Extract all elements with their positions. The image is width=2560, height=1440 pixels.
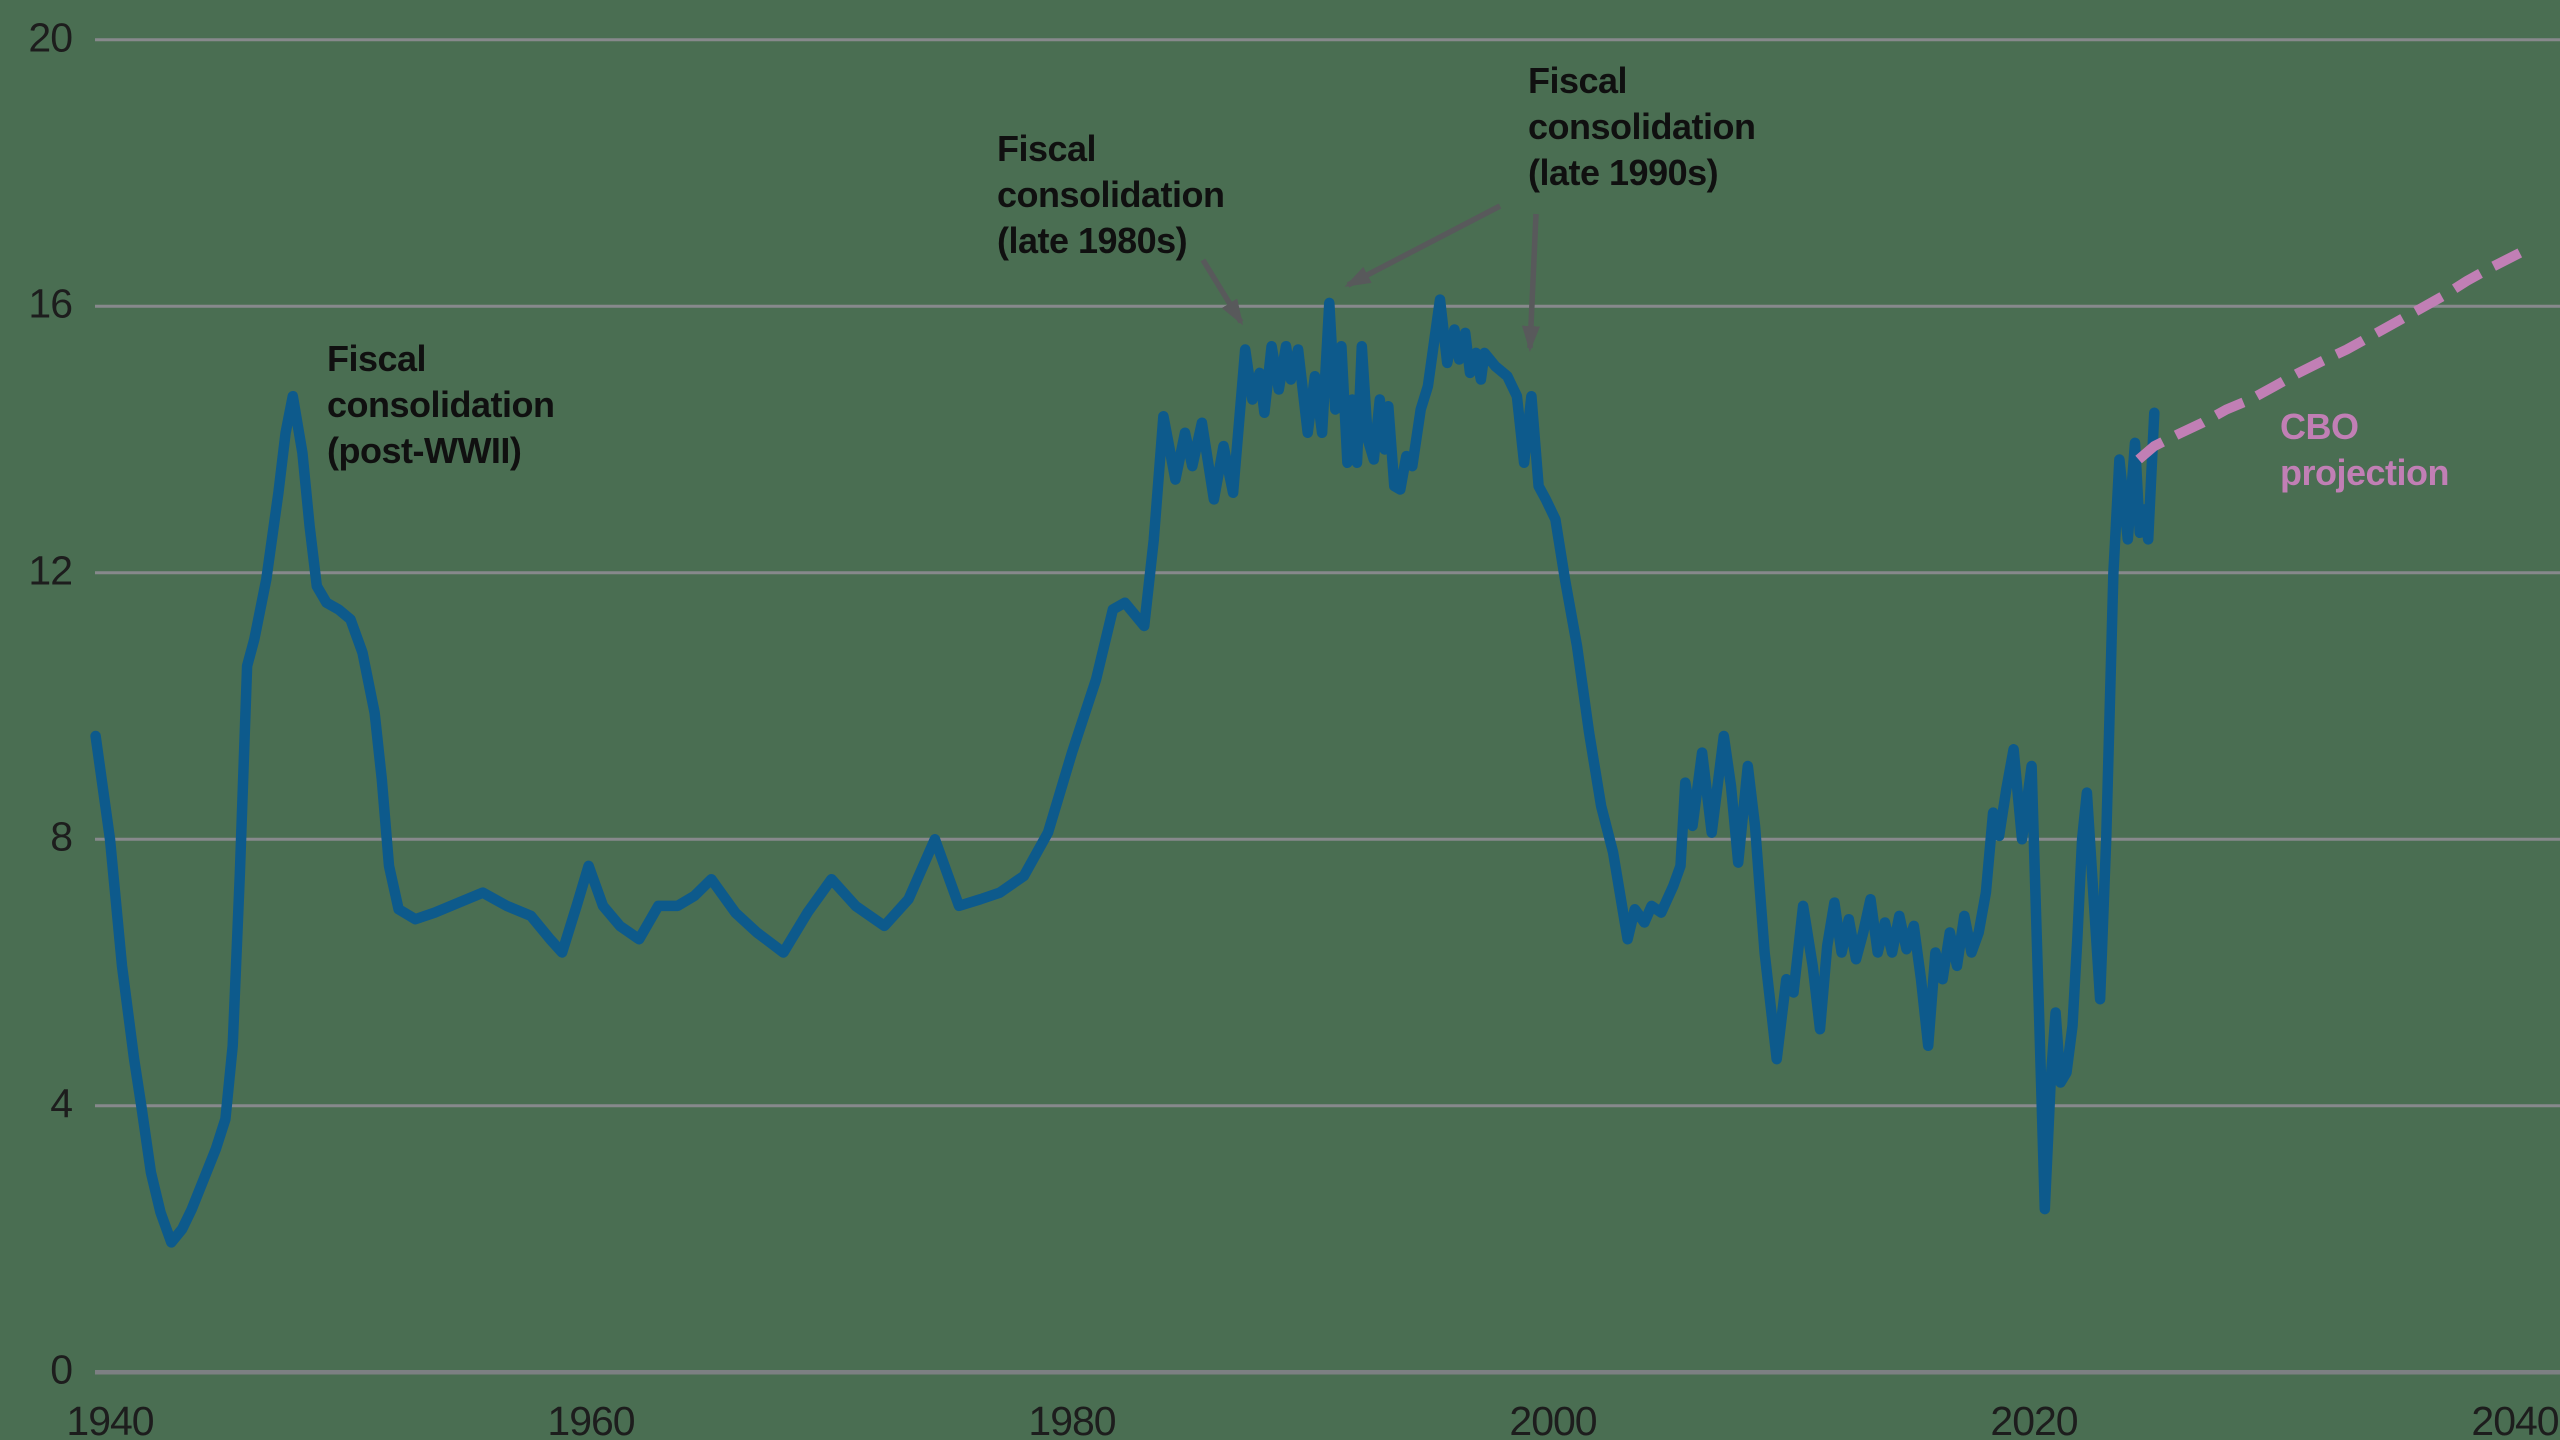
cbo-projection-line	[2135, 248, 2523, 464]
x-tick-2040: 2040	[2471, 1398, 2559, 1440]
gridlines	[95, 38, 2560, 1375]
y-tick-8: 8	[50, 813, 73, 860]
annotation-late-1990s: Fiscal consolidation (late 1990s)	[1528, 58, 1756, 196]
y-tick-4: 4	[50, 1080, 73, 1127]
x-tick-2000: 2000	[1509, 1398, 1597, 1440]
annotation-line: consolidation	[1528, 106, 1756, 147]
annotation-line: Fiscal	[327, 338, 427, 379]
x-tick-1940: 1940	[66, 1398, 154, 1440]
annotation-line: consolidation	[327, 384, 555, 425]
arrow-1990-peak-icon	[1344, 203, 1502, 288]
annotation-line: (late 1990s)	[1528, 152, 1719, 193]
x-tick-1980: 1980	[1028, 1398, 1116, 1440]
annotation-line: consolidation	[997, 174, 1225, 215]
annotation-line: CBO	[2280, 406, 2359, 447]
annotation-line: projection	[2280, 452, 2450, 493]
y-tick-0: 0	[50, 1346, 73, 1393]
arrow-late90s-icon	[1521, 213, 1540, 352]
y-tick-16: 16	[28, 280, 73, 327]
annotation-late-1980s: Fiscal consolidation (late 1980s)	[997, 126, 1225, 264]
annotation-line: (late 1980s)	[997, 220, 1188, 261]
x-tick-2020: 2020	[1990, 1398, 2078, 1440]
arrow-post80s-icon	[1200, 258, 1244, 326]
x-tick-1960: 1960	[547, 1398, 635, 1440]
annotation-line: Fiscal	[1528, 60, 1628, 101]
annotation-post-wwii: Fiscal consolidation (post-WWII)	[327, 336, 555, 474]
y-tick-20: 20	[28, 14, 73, 61]
annotation-arrows	[1200, 203, 1540, 352]
history-line	[90, 294, 2160, 1248]
annotation-line: (post-WWII)	[327, 430, 522, 471]
annotation-cbo-projection: CBO projection	[2280, 404, 2450, 496]
y-tick-12: 12	[28, 547, 73, 594]
annotation-line: Fiscal	[997, 128, 1097, 169]
